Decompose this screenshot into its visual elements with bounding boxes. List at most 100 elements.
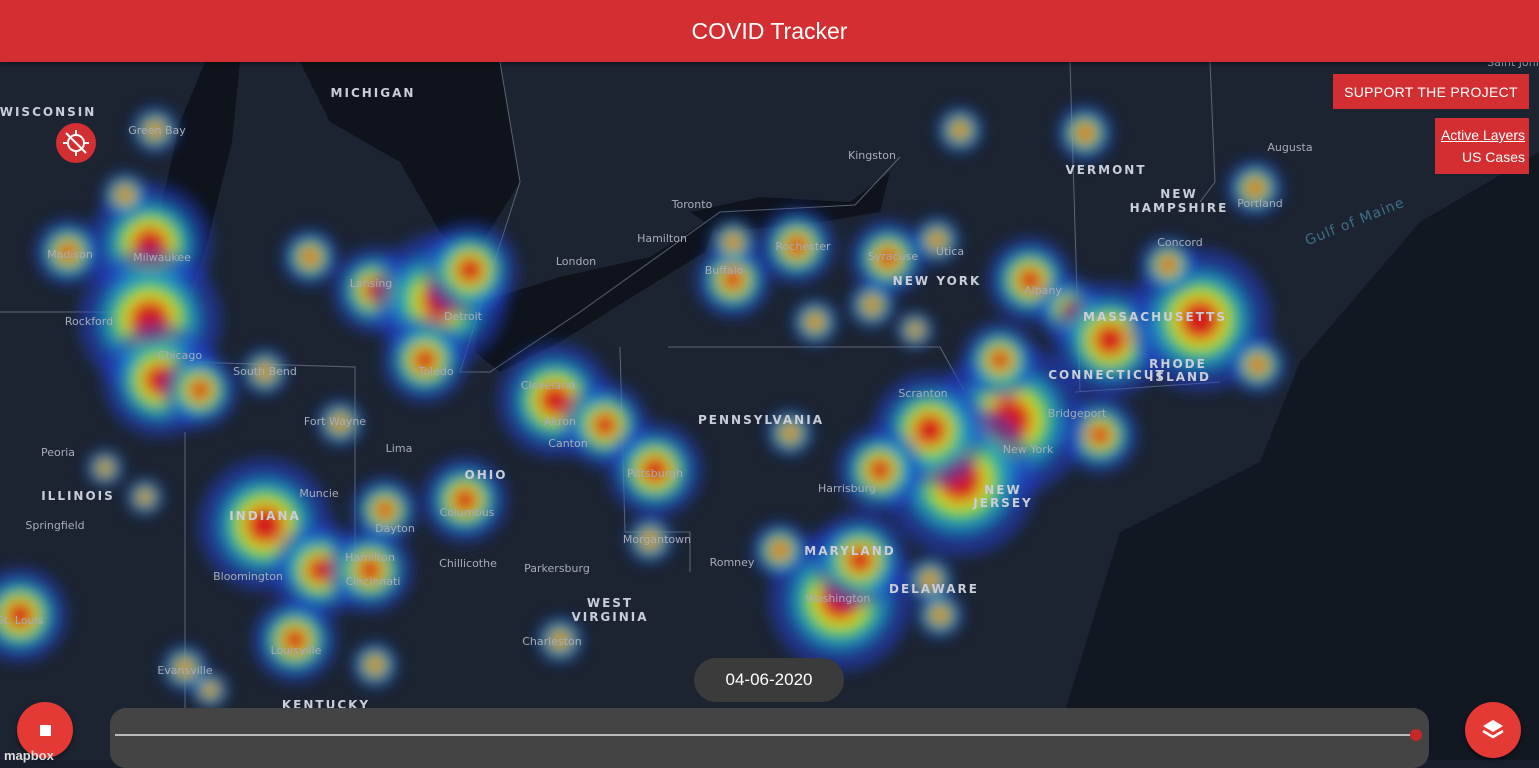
map-label: Lansing bbox=[350, 277, 393, 290]
map-label: WISCONSIN bbox=[0, 105, 96, 119]
heat-spot bbox=[592, 412, 618, 438]
heat-spot bbox=[306, 556, 334, 584]
map-label: South Bend bbox=[233, 365, 297, 378]
heat-spot bbox=[357, 557, 383, 583]
map-label: Muncie bbox=[299, 487, 339, 500]
map-label: St. Louis bbox=[0, 614, 44, 627]
map-label: Toronto bbox=[671, 198, 713, 211]
map-label: NEW bbox=[984, 483, 1021, 497]
map-label: Pittsburgh bbox=[627, 467, 683, 480]
map-label: New York bbox=[1003, 443, 1054, 456]
heat-spot bbox=[865, 298, 879, 312]
map-label: CONNECTICUT bbox=[1048, 368, 1165, 382]
heat-spot bbox=[953, 123, 967, 137]
heat-spot bbox=[368, 658, 382, 672]
heat-spot bbox=[333, 416, 347, 430]
map-label: Lima bbox=[386, 442, 413, 455]
map-label: Rochester bbox=[776, 240, 831, 253]
map-label: MASSACHUSETTS bbox=[1083, 310, 1227, 324]
heat-spot bbox=[456, 256, 484, 284]
heat-spot bbox=[913, 413, 947, 447]
map-labels: WISCONSIN MICHIGAN Green Bay Madison Milwauk… bbox=[0, 62, 1539, 712]
heat-spot bbox=[301, 248, 319, 266]
lake-erie bbox=[475, 212, 720, 372]
layer-item[interactable]: US Cases bbox=[1461, 149, 1525, 165]
map-label: Albany bbox=[1024, 284, 1062, 297]
map-label: NEW bbox=[1160, 187, 1197, 201]
map-label: DELAWARE bbox=[889, 582, 979, 596]
heat-spot bbox=[930, 233, 944, 247]
map-label: Toledo bbox=[417, 365, 453, 378]
heat-spot bbox=[1017, 267, 1043, 293]
map-label: Harrisburg bbox=[818, 482, 876, 495]
heat-spot bbox=[923, 573, 937, 587]
heat-spot bbox=[785, 234, 809, 258]
map-label: ISLAND bbox=[1149, 370, 1211, 384]
map-label: Romney bbox=[710, 556, 755, 569]
layers-button[interactable] bbox=[1465, 702, 1521, 758]
map-label: HAMPSHIRE bbox=[1130, 201, 1229, 215]
map-label: OHIO bbox=[465, 468, 508, 482]
heat-spot bbox=[1179, 299, 1221, 341]
heat-spot bbox=[245, 505, 285, 545]
map-label: INDIANA bbox=[229, 509, 301, 523]
app-header: COVID Tracker bbox=[0, 0, 1539, 62]
map-label: Bloomington bbox=[213, 570, 283, 583]
map-label: Milwaukee bbox=[133, 251, 191, 264]
heat-spot bbox=[933, 608, 947, 622]
heat-spot bbox=[1076, 124, 1094, 142]
heat-spot bbox=[204, 684, 216, 696]
heat-spot bbox=[1088, 423, 1112, 447]
location-button[interactable] bbox=[56, 123, 96, 163]
map-label: Detroit bbox=[444, 310, 483, 323]
stop-button[interactable] bbox=[17, 702, 73, 758]
map-label: Hamilton bbox=[637, 232, 687, 245]
map-label: Dayton bbox=[375, 522, 415, 535]
heat-spot bbox=[139, 491, 151, 503]
heat-spot bbox=[148, 123, 162, 137]
map-label: Hamilton bbox=[345, 551, 395, 564]
map-label: JERSEY bbox=[972, 496, 1032, 510]
map-label: Morgantown bbox=[623, 533, 691, 546]
map-label: Columbus bbox=[440, 506, 495, 519]
map-label: Scranton bbox=[898, 387, 947, 400]
map-label: Fort Wayne bbox=[304, 415, 366, 428]
heat-spot bbox=[1246, 179, 1264, 197]
heat-spot bbox=[258, 365, 272, 379]
heat-spot bbox=[846, 546, 874, 574]
heat-spot bbox=[412, 347, 438, 373]
map-label: Augusta bbox=[1267, 141, 1312, 154]
map-label: Washington bbox=[806, 592, 871, 605]
map-label: Buffalo bbox=[705, 264, 744, 277]
map-label: Louisville bbox=[271, 644, 322, 657]
map-label: Chillicothe bbox=[439, 557, 497, 570]
heat-spot bbox=[726, 235, 740, 249]
app-title: COVID Tracker bbox=[691, 17, 848, 44]
map-label: Peoria bbox=[41, 446, 75, 459]
heat-spot bbox=[1249, 356, 1267, 374]
slider-thumb[interactable] bbox=[1410, 729, 1422, 741]
map-label: WEST bbox=[587, 596, 633, 610]
heat-spot bbox=[178, 661, 192, 675]
ocean bbox=[1050, 152, 1539, 760]
map-label: Canton bbox=[548, 437, 587, 450]
heat-spot bbox=[58, 242, 78, 262]
map-label: Springfield bbox=[25, 519, 84, 532]
support-button[interactable]: SUPPORT THE PROJECT bbox=[1333, 74, 1529, 109]
map-label: Green Bay bbox=[128, 124, 186, 137]
map-label: VERMONT bbox=[1065, 163, 1146, 177]
map-label: PENNSYLVANIA bbox=[698, 413, 824, 427]
heat-spot bbox=[1159, 256, 1177, 274]
map-label: Madison bbox=[47, 248, 93, 261]
map-label: Utica bbox=[936, 245, 964, 258]
heatmap bbox=[0, 104, 1287, 710]
heat-spot bbox=[867, 457, 893, 483]
heat-spot bbox=[452, 487, 478, 513]
attribution: mapbox bbox=[4, 748, 54, 763]
heat-spot bbox=[909, 324, 921, 336]
lake-ontario bbox=[690, 172, 890, 232]
timeline-slider[interactable] bbox=[110, 708, 1429, 768]
map-label: Rockford bbox=[65, 315, 113, 328]
layers-title[interactable]: Active Layers bbox=[1440, 127, 1525, 143]
